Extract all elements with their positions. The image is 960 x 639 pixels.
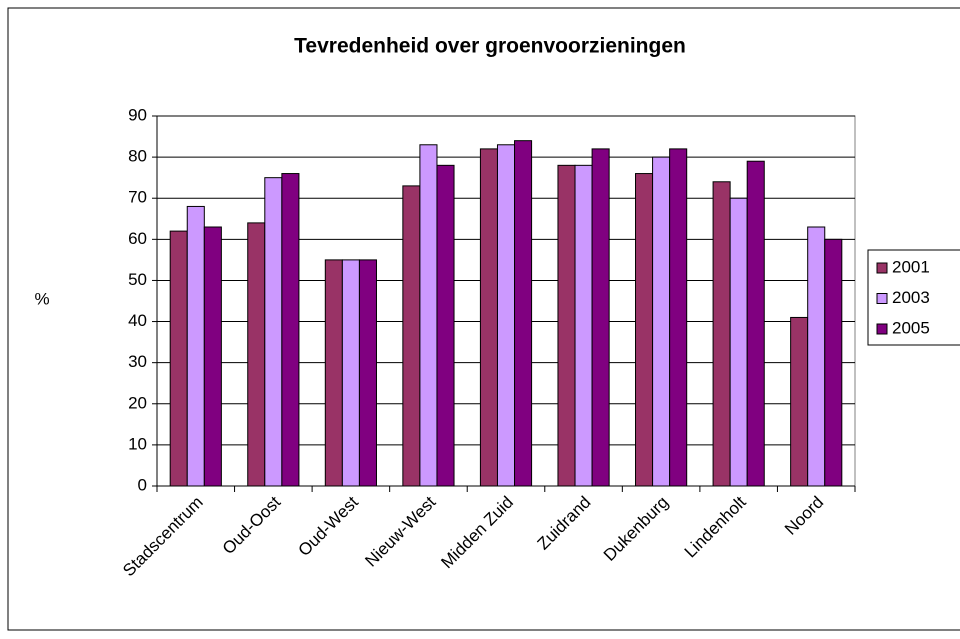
- y-tick-label: 40: [128, 311, 147, 330]
- bar: [635, 173, 654, 487]
- y-tick-label: 0: [138, 475, 147, 494]
- bar: [402, 185, 421, 487]
- bar: [591, 148, 610, 487]
- bar: [669, 148, 688, 487]
- y-tick-label: 90: [128, 105, 147, 124]
- legend-swatch: [876, 262, 888, 274]
- y-tick-label: 60: [128, 229, 147, 248]
- y-tick-label: 30: [128, 352, 147, 371]
- bar: [496, 144, 516, 487]
- legend-swatch: [876, 323, 888, 335]
- bar: [574, 164, 593, 487]
- bar: [419, 144, 438, 487]
- bar: [436, 164, 455, 487]
- bar: [281, 173, 300, 487]
- legend-label: 2005: [892, 318, 930, 337]
- y-tick-label: 80: [128, 147, 147, 166]
- legend-label: 2003: [892, 288, 930, 307]
- bar: [652, 156, 671, 487]
- y-axis-label: %: [34, 289, 49, 308]
- y-tick-label: 10: [128, 434, 147, 453]
- bar: [479, 148, 498, 487]
- bar: [807, 226, 826, 487]
- y-tick-label: 20: [128, 393, 147, 412]
- bar: [790, 316, 809, 487]
- bar: [186, 205, 205, 487]
- bar: [746, 160, 765, 487]
- bar: [557, 164, 576, 487]
- legend-label: 2001: [892, 257, 930, 276]
- bar: [169, 230, 188, 487]
- bar: [341, 259, 360, 487]
- bar: [324, 259, 343, 487]
- bar: [729, 197, 748, 487]
- bar: [358, 259, 377, 487]
- bar: [514, 140, 533, 487]
- y-tick-label: 70: [128, 188, 147, 207]
- chart-title: Tevredenheid over groenvoorzieningen: [294, 35, 686, 58]
- legend-swatch: [876, 293, 888, 304]
- y-tick-label: 50: [128, 270, 147, 289]
- bar: [247, 222, 266, 487]
- bar: [264, 177, 283, 487]
- bar: [712, 181, 731, 487]
- bar: [203, 226, 222, 487]
- bar: [824, 238, 843, 487]
